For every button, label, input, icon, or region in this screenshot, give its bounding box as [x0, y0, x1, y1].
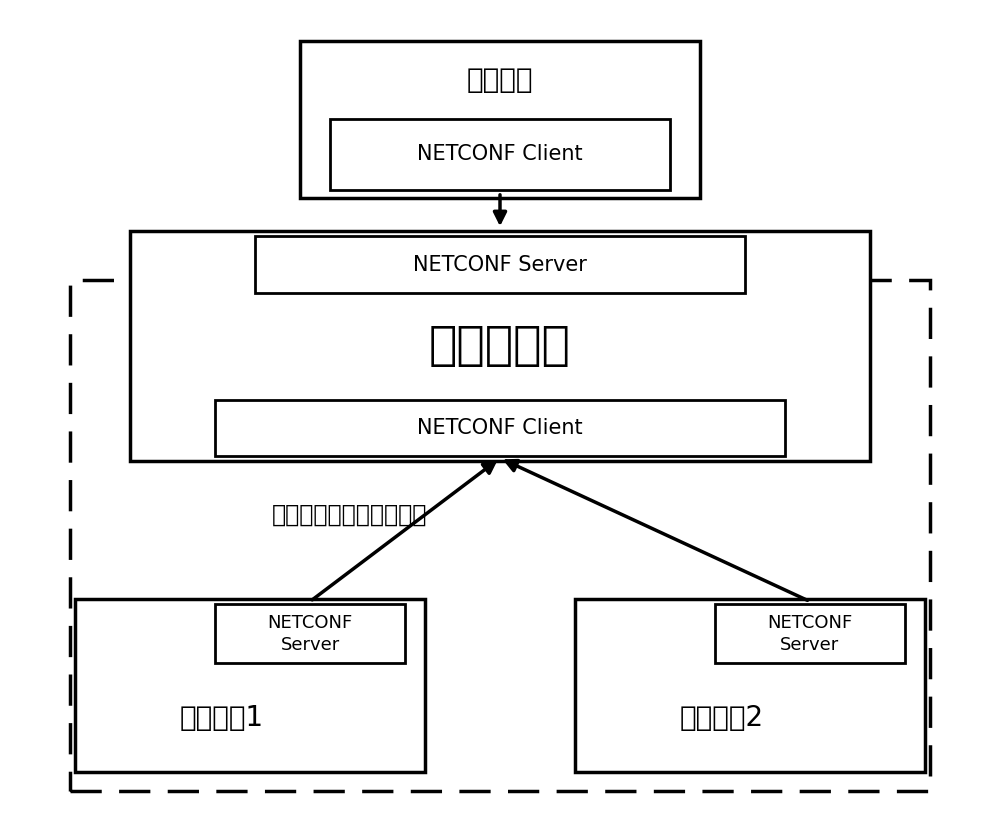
Bar [715, 604, 905, 663]
Text: 配置下发和统计状态上报: 配置下发和统计状态上报 [272, 503, 428, 527]
Text: 功能模块2: 功能模块2 [680, 704, 764, 732]
Bar [215, 400, 785, 456]
Text: NETCONF
Server: NETCONF Server [267, 614, 353, 653]
Bar [300, 41, 700, 198]
Bar [215, 604, 405, 663]
Text: NETCONF Client: NETCONF Client [417, 418, 583, 438]
Bar [75, 599, 425, 772]
Text: NETCONF Server: NETCONF Server [413, 255, 587, 274]
Text: 配置主模块: 配置主模块 [429, 324, 571, 368]
Bar [70, 280, 930, 791]
Bar [130, 231, 870, 461]
Text: 功能模块1: 功能模块1 [180, 704, 264, 732]
Bar [575, 599, 925, 772]
Text: NETCONF Client: NETCONF Client [417, 144, 583, 165]
Bar [330, 119, 670, 190]
Text: NETCONF
Server: NETCONF Server [767, 614, 853, 653]
Bar [255, 236, 745, 293]
Text: 网管服务: 网管服务 [467, 67, 533, 94]
